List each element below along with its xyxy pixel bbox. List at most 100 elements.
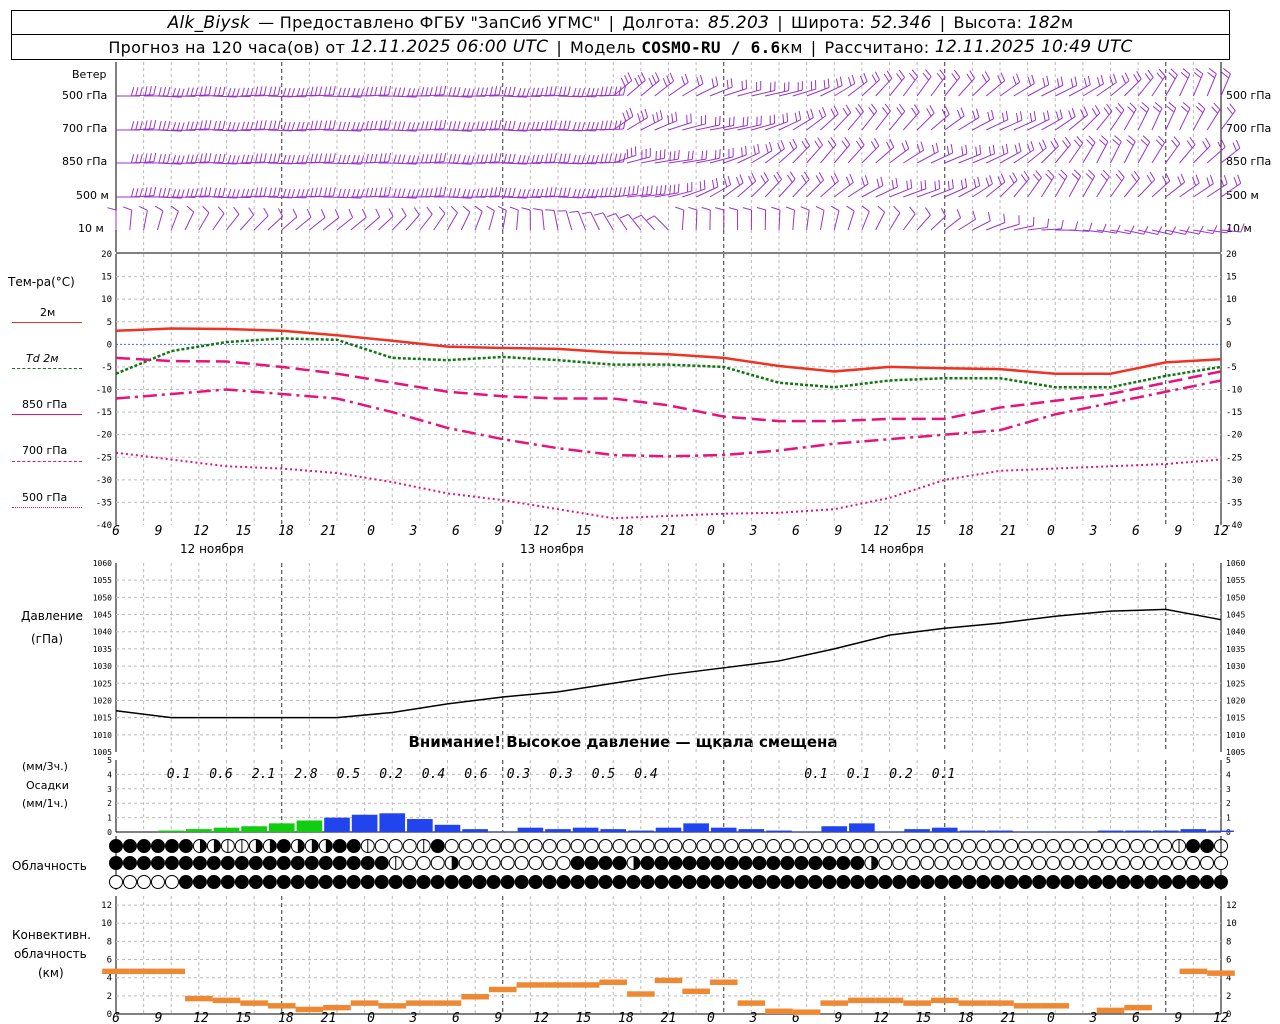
- wind-barb: [1012, 76, 1017, 85]
- cloud-symbol: [696, 856, 711, 870]
- wind-barb: [969, 70, 976, 79]
- wind-barb: [351, 188, 356, 198]
- wind-barb: [338, 154, 342, 164]
- wind-barb: [591, 121, 595, 131]
- wind-barb: [964, 178, 968, 188]
- precip-bar: [324, 817, 350, 832]
- wind-barb: [622, 86, 626, 96]
- wind-barb: [1032, 173, 1040, 182]
- wind-barb: [378, 215, 394, 231]
- wind-barb: [723, 124, 748, 131]
- temp-axis-hour-label: 6: [112, 524, 120, 539]
- temp-tick-label: 5: [107, 318, 112, 328]
- temp-tick-label: -35: [1226, 498, 1242, 508]
- precip-bar: [351, 814, 378, 832]
- wind-barb: [604, 120, 608, 130]
- wind-barb: [425, 154, 429, 164]
- wind-barb: [627, 214, 642, 231]
- cloud-symbol: [780, 839, 795, 853]
- precip-bar: [268, 823, 295, 832]
- pressure-line: [115, 608, 1222, 719]
- cloud-symbol: [584, 875, 599, 889]
- wind-barb: [328, 120, 332, 130]
- wind-barb: [604, 153, 608, 163]
- wind-barb: [1074, 139, 1081, 148]
- wind-barb: [677, 183, 680, 193]
- wind-barb: [1195, 106, 1204, 114]
- wind-barb: [255, 187, 259, 197]
- wind-barb: [951, 73, 958, 81]
- temp-axis-hour-label: 18: [958, 524, 974, 539]
- wind-barb: [782, 114, 785, 124]
- wind-barb: [711, 78, 715, 88]
- wind-barb: [1193, 229, 1214, 235]
- wind-barb: [910, 179, 913, 189]
- wind-barb: [1173, 136, 1181, 144]
- precip-bar: [241, 826, 267, 832]
- precip-tick-label: 4: [1226, 770, 1231, 779]
- wind-barb: [176, 88, 181, 98]
- wind-barb: [457, 87, 461, 97]
- wind-barb: [480, 154, 484, 164]
- conv-tick-label: 0: [107, 1010, 112, 1020]
- temp-tick-label: -10: [1226, 386, 1242, 396]
- wind-barb: [231, 122, 236, 132]
- wind-barb: [194, 154, 199, 164]
- pressure-tick-label: 1010: [1226, 731, 1245, 740]
- wind-barb: [1192, 108, 1206, 131]
- wind-barb: [291, 122, 296, 132]
- wind-barb: [1042, 77, 1046, 87]
- conv-title: Конвективн.: [12, 928, 91, 942]
- wind-barb: [1170, 226, 1177, 235]
- wind-barb: [328, 153, 332, 163]
- wind-barb: [365, 187, 369, 197]
- wind-barb: [1235, 139, 1241, 149]
- cloud-symbol: [962, 875, 977, 889]
- wind-barb: [1096, 141, 1109, 164]
- wind-barb: [135, 154, 139, 164]
- wind-barb: [401, 154, 406, 164]
- wind-barb: [1086, 139, 1094, 147]
- wind-barb: [637, 74, 643, 84]
- wind-barb: [1133, 74, 1139, 83]
- wind-barb: [466, 122, 471, 132]
- wind-barb: [397, 154, 402, 164]
- temp-tick-label: -30: [1226, 476, 1242, 486]
- wind-barb: [559, 187, 563, 197]
- cloud-symbol: [500, 875, 515, 889]
- wind-barb: [972, 220, 991, 231]
- wind-barb: [1043, 112, 1046, 122]
- wind-barb: [922, 72, 930, 81]
- cloud-symbol: [109, 875, 123, 889]
- wind-barb: [1124, 72, 1130, 81]
- wind-barb: [620, 77, 626, 87]
- wind-barb: [268, 86, 273, 96]
- cloud-symbol: [892, 875, 907, 889]
- wind-barb: [277, 153, 281, 163]
- cloud-symbol: [318, 856, 333, 870]
- cloud-symbol: [710, 856, 725, 870]
- wind-barb: [895, 177, 898, 188]
- conv-axis-hour-label: 9: [155, 1011, 163, 1024]
- conv-bar: [102, 968, 130, 975]
- cloud-symbol: [1158, 839, 1173, 853]
- wind-barb: [997, 75, 1002, 84]
- cloud-symbol: [1130, 875, 1145, 889]
- wind-barb: [309, 217, 326, 231]
- wind-barb: [565, 210, 573, 231]
- wind-barb: [961, 146, 964, 156]
- wind-barb: [581, 155, 586, 165]
- lon-value: 85.203: [708, 12, 770, 33]
- wind-barb: [904, 140, 910, 149]
- wind-barb: [545, 209, 555, 211]
- wind-barb: [1115, 224, 1121, 234]
- wind-barb: [452, 154, 457, 164]
- cloud-symbol: [430, 839, 445, 853]
- wind-barb: [1030, 141, 1035, 150]
- cloud-symbol: [1186, 839, 1201, 853]
- wind-barb: [517, 121, 522, 131]
- cloud-symbol: [1116, 856, 1131, 870]
- wind-barb: [614, 153, 618, 163]
- temp-legend-label: 2м: [40, 306, 56, 319]
- wind-barb: [314, 153, 318, 163]
